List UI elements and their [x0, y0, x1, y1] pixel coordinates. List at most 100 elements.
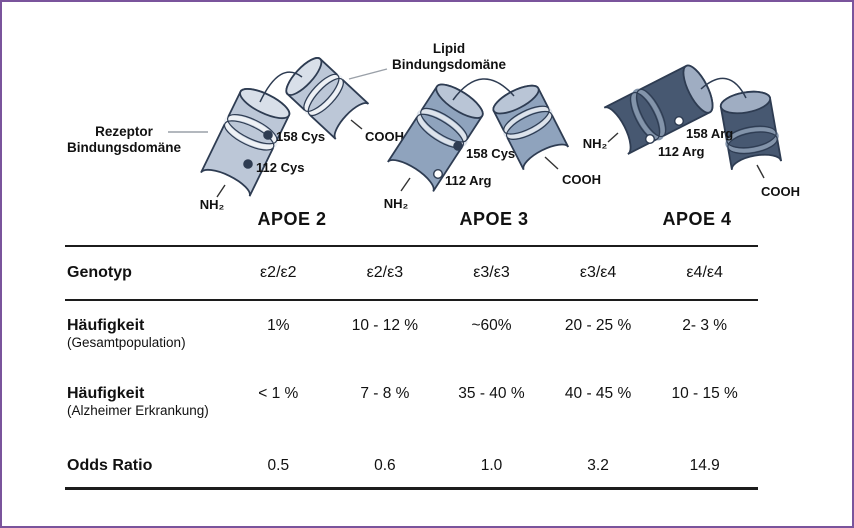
apoe4-hinge-connector: [700, 77, 747, 99]
value-cell: 0.5: [267, 457, 290, 474]
genotype-e4e4: ε4/ε4: [686, 264, 723, 281]
lipid-domain-label-line1: Lipid: [433, 41, 465, 56]
apoe2-title: APOE 2: [257, 209, 326, 229]
apoe-isoform-diagram: Rezeptor Bindungsdomäne Lipid Bindungsdo…: [67, 41, 800, 229]
cylinder-band-edge: [420, 107, 468, 143]
value-cell: 35 - 40 %: [458, 385, 525, 402]
row-label-sub: (Gesamtpopulation): [67, 334, 186, 350]
apoe2-site-158-label: 158 Cys: [276, 129, 325, 144]
cylinder-band: [223, 115, 278, 150]
apoe3-site-158-label: 158 Cys: [466, 146, 515, 161]
row-label-main: Häufigkeit: [67, 385, 145, 402]
value-cell: 14.9: [689, 457, 720, 474]
row-label: Häufigkeit (Gesamtpopulation): [65, 317, 225, 351]
row-label-main: Odds Ratio: [67, 457, 153, 474]
table-row-frequency-alzheimer: Häufigkeit (Alzheimer Erkrankung) < 1 % …: [65, 383, 758, 450]
cylinder-band-edge: [227, 113, 278, 145]
table-rule-header: [65, 299, 758, 301]
apoe3-title: APOE 3: [459, 209, 528, 229]
apoe2-site-112-label: 112 Cys: [256, 160, 304, 175]
apoe3-site-112-marker: [433, 168, 444, 179]
apoe4-cooh-label: COOH: [761, 184, 800, 199]
row-label: Odds Ratio: [65, 457, 225, 475]
apoe2-site-158-marker: [263, 130, 273, 140]
apoe2-cooh-label: COOH: [365, 129, 404, 144]
value-cell: 0.6: [374, 457, 396, 474]
cylinder-body: [285, 57, 370, 140]
apoe3-cooh-label: COOH: [562, 172, 601, 187]
apoe3-hinge-connector: [452, 78, 515, 101]
cylinder-top-cap: [285, 57, 323, 96]
value-cell: 10 - 15 %: [671, 385, 738, 402]
genotype-header-label: Genotyp: [67, 264, 132, 282]
apoe4-title: APOE 4: [662, 209, 731, 229]
lipid-domain-label: Lipid Bindungsdomäne: [348, 41, 506, 80]
apoe2-nh2-line: [216, 184, 226, 198]
apoe4-lipid-domain-cylinder: [719, 90, 783, 171]
cylinder-top-cap: [435, 83, 484, 119]
apoe2-lipid-domain-cylinder: [285, 57, 370, 140]
cylinder-band-edge: [505, 110, 553, 140]
value-cell: 1.0: [480, 457, 503, 474]
apoe4-site-112-marker: [645, 133, 656, 144]
apoe3-site-112-label: 112 Arg: [445, 173, 492, 188]
cylinder-band-edge: [726, 125, 777, 149]
table-row-genotypes: Genotyp ε2/ε2 ε2/ε3 ε3/ε3 ε3/ε4 ε4/ε4: [65, 247, 758, 299]
apoe4-receptor-domain-cylinder: [603, 64, 714, 155]
apoe4-nh2-line: [607, 132, 619, 143]
apoe3-group: NH₂ COOH 158 Cys 112 Arg APOE 3: [384, 78, 601, 229]
apoe2-hinge-connector: [259, 71, 303, 103]
cylinder-band-edge: [503, 105, 550, 135]
table-row-frequency-population: Häufigkeit (Gesamtpopulation) 1% 10 - 12…: [65, 301, 758, 383]
apoe4-site-158-marker: [674, 115, 685, 126]
receptor-domain-label: Rezeptor Bindungsdomäne: [67, 124, 208, 155]
apoe3-cooh-line: [544, 156, 559, 170]
row-label-main: Häufigkeit: [67, 317, 145, 334]
cylinder-band: [304, 74, 344, 116]
apoe2-group: NH₂ COOH 158 Cys 112 Cys APOE 2: [200, 57, 404, 229]
apoe4-group: NH₂ COOH 158 Arg 112 Arg APOE 4: [583, 64, 800, 229]
apoe2-cooh-line: [350, 119, 363, 130]
genotype-e3e4: ε3/ε4: [579, 264, 617, 281]
value-cell: 20 - 25 %: [564, 317, 632, 334]
receptor-domain-label-line1: Rezeptor: [95, 124, 154, 139]
cylinder-band: [503, 106, 553, 139]
value-cell: < 1 %: [258, 385, 299, 402]
cylinder-band-edge: [629, 91, 661, 141]
genotype-e2e2: ε2/ε2: [260, 264, 297, 281]
apoe4-nh2-label: NH₂: [583, 136, 608, 151]
value-cell: 40 - 45 %: [564, 385, 632, 402]
apoe4-cooh-line: [756, 164, 765, 179]
cylinder-band: [631, 88, 665, 141]
lipid-domain-pointer-line: [348, 68, 388, 80]
apoe3-site-158-marker: [453, 141, 463, 151]
apoe3-lipid-domain-cylinder: [492, 84, 570, 171]
table-rule-top: [65, 245, 758, 247]
value-cell: ~60%: [471, 317, 512, 334]
cylinder-band-edge: [307, 77, 344, 117]
receptor-domain-label-line2: Bindungsdomäne: [67, 140, 181, 155]
genotype-table: Genotyp ε2/ε2 ε2/ε3 ε3/ε3 ε3/ε4 ε4/ε4 Hä…: [65, 245, 758, 490]
apoe2-site-112-marker: [243, 159, 253, 169]
apoe2-receptor-domain-cylinder: [200, 88, 291, 197]
cylinder-band-edge: [727, 131, 778, 155]
apoe3-nh2-label: NH₂: [384, 196, 409, 211]
cylinder-band: [416, 109, 468, 148]
row-label-sub: (Alzheimer Erkrankung): [67, 402, 209, 418]
genotype-e3e3: ε3/ε3: [473, 264, 510, 281]
apoe4-site-112-label: 112 Arg: [658, 144, 705, 159]
row-label: Häufigkeit (Alzheimer Erkrankung): [65, 385, 225, 419]
cylinder-band: [725, 127, 779, 153]
apoe2-nh2-label: NH₂: [200, 197, 225, 212]
apoe3-nh2-line: [400, 177, 411, 192]
apoe4-site-158-label: 158 Arg: [686, 126, 733, 141]
value-cell: 2- 3 %: [682, 317, 728, 334]
cylinder-top-cap: [492, 84, 540, 115]
value-cell: 1%: [267, 317, 290, 334]
cylinder-band-edge: [636, 88, 667, 138]
cylinder-band-edge: [416, 113, 465, 149]
value-cell: 3.2: [587, 457, 609, 474]
table-rule-bottom: [65, 487, 758, 490]
cylinder-top-cap: [239, 88, 291, 120]
